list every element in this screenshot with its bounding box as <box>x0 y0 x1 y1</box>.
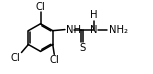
Text: S: S <box>79 43 85 53</box>
Text: Cl: Cl <box>36 2 45 12</box>
Text: N: N <box>90 25 98 35</box>
Text: H: H <box>90 10 98 20</box>
Text: NH: NH <box>66 25 81 35</box>
Text: Cl: Cl <box>11 53 21 63</box>
Text: Cl: Cl <box>49 55 59 65</box>
Text: NH₂: NH₂ <box>109 25 128 35</box>
